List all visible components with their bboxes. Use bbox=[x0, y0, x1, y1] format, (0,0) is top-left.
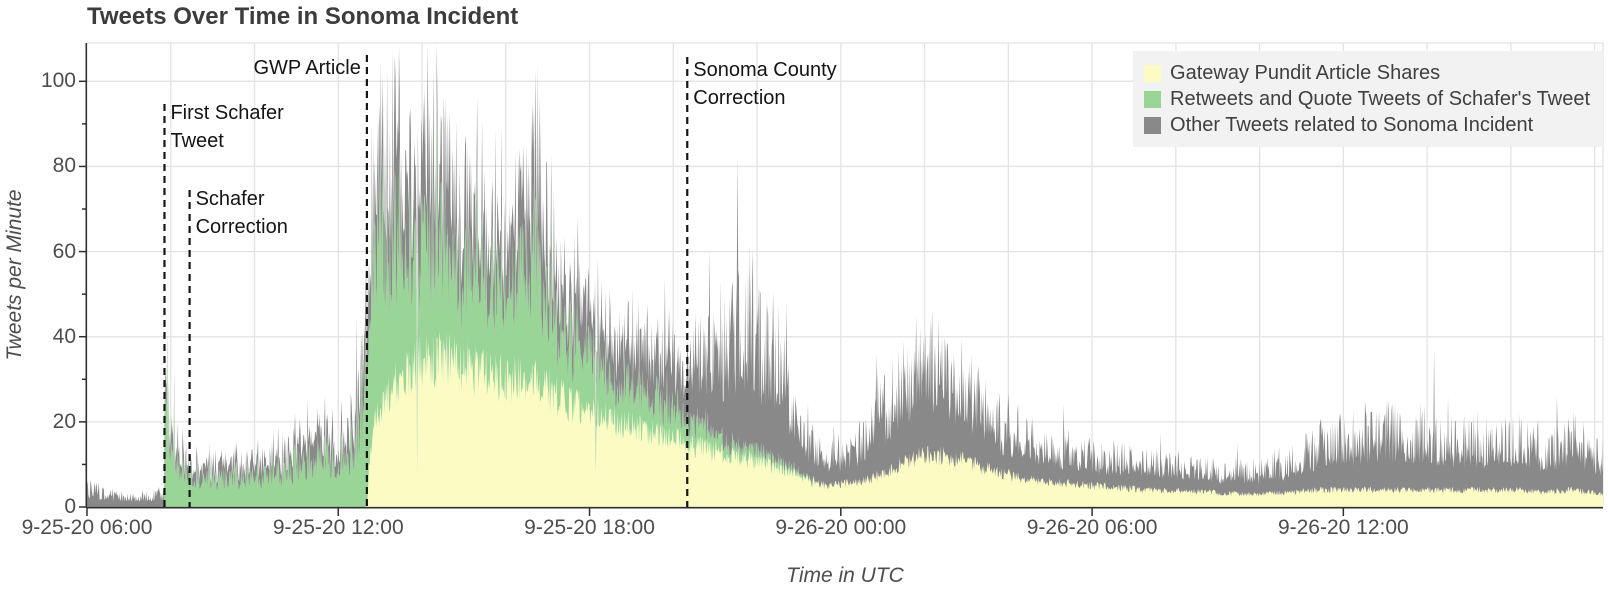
x-tick-label: 9-25-20 12:00 bbox=[272, 516, 404, 539]
y-tick-label: 0 bbox=[64, 495, 76, 518]
x-tick-label: 9-25-20 06:00 bbox=[21, 516, 153, 539]
annotation-text: Sonoma County bbox=[693, 59, 837, 81]
annotation-text: GWP Article bbox=[253, 57, 361, 79]
legend-swatch-gray bbox=[1144, 116, 1162, 134]
annotation-text: First Schafer bbox=[170, 102, 284, 124]
legend-item: Other Tweets related to Sonoma Incident bbox=[1144, 112, 1590, 138]
annotation-text: Correction bbox=[693, 87, 786, 109]
annotation-schafer-correction: Schafer Correction bbox=[196, 185, 288, 241]
legend-item: Retweets and Quote Tweets of Schafer's T… bbox=[1144, 86, 1590, 112]
y-tick-label: 20 bbox=[52, 409, 76, 433]
chart-title: Tweets Over Time in Sonoma Incident bbox=[87, 3, 519, 30]
annotation-text: Tweet bbox=[170, 130, 224, 152]
legend-label: Gateway Pundit Article Shares bbox=[1170, 62, 1441, 84]
x-tick-label: 9-26-20 06:00 bbox=[1026, 516, 1158, 539]
x-tick-label: 9-26-20 00:00 bbox=[775, 516, 907, 539]
annotation-first-schafer-tweet: First Schafer Tweet bbox=[170, 99, 283, 155]
annotation-text: Correction bbox=[195, 216, 288, 238]
legend-swatch-yellow bbox=[1144, 64, 1162, 82]
y-tick-label: 60 bbox=[52, 239, 76, 263]
x-tick-label: 9-25-20 18:00 bbox=[524, 516, 655, 539]
legend-label: Retweets and Quote Tweets of Schafer's T… bbox=[1170, 88, 1590, 110]
annotation-gwp-article: GWP Article bbox=[253, 54, 360, 82]
y-tick-label: 100 bbox=[40, 69, 76, 93]
x-tick-label: 9-26-20 12:00 bbox=[1277, 516, 1409, 539]
y-tick-label: 40 bbox=[52, 324, 76, 348]
legend-swatch-green bbox=[1144, 90, 1162, 108]
annotation-sonoma-county-correction: Sonoma County Correction bbox=[693, 56, 836, 112]
legend-label: Other Tweets related to Sonoma Incident bbox=[1170, 114, 1534, 136]
legend-item: Gateway Pundit Article Shares bbox=[1144, 60, 1590, 86]
annotation-text: Schafer bbox=[195, 188, 265, 210]
y-tick-label: 80 bbox=[52, 154, 76, 178]
x-axis-title: Time in UTC bbox=[786, 564, 904, 587]
legend: Gateway Pundit Article Shares Retweets a… bbox=[1133, 51, 1603, 147]
